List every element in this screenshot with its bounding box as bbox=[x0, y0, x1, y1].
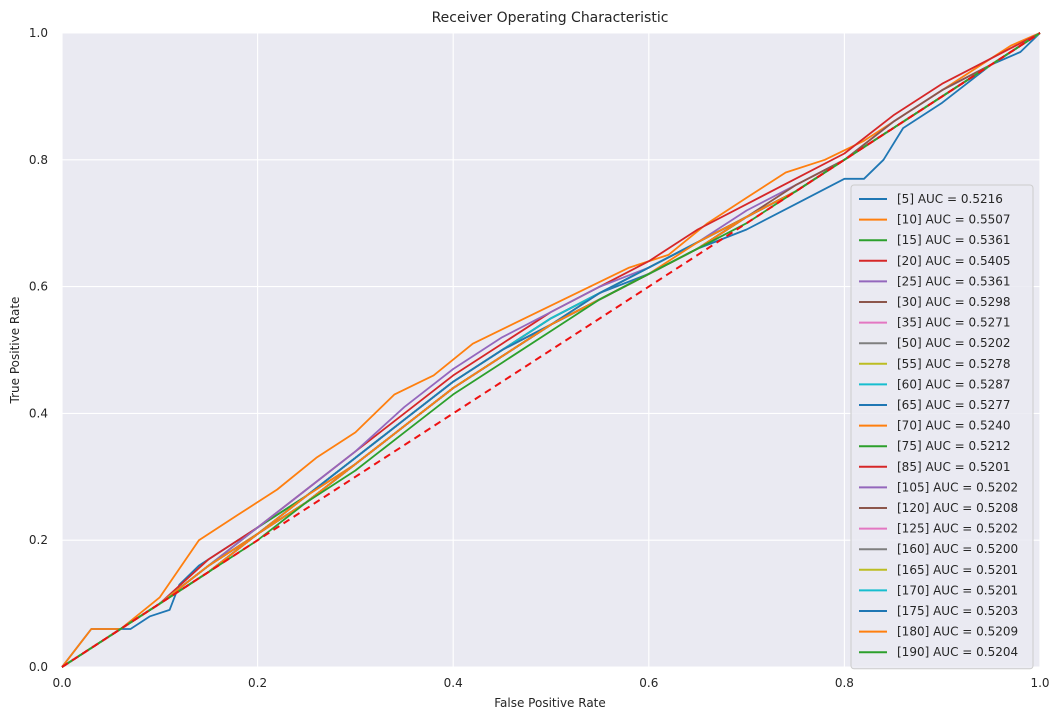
legend-label: [165] AUC = 0.5201 bbox=[897, 563, 1018, 577]
legend-label: [5] AUC = 0.5216 bbox=[897, 192, 1003, 206]
legend-label: [35] AUC = 0.5271 bbox=[897, 316, 1011, 330]
legend-label: [125] AUC = 0.5202 bbox=[897, 522, 1018, 536]
x-tick-label: 0.8 bbox=[835, 676, 854, 690]
y-tick-label: 0.6 bbox=[29, 280, 48, 294]
legend-label: [65] AUC = 0.5277 bbox=[897, 398, 1011, 412]
legend-label: [170] AUC = 0.5201 bbox=[897, 583, 1018, 597]
x-tick-label: 0.0 bbox=[52, 676, 71, 690]
y-axis-label: True Positive Rate bbox=[8, 297, 22, 405]
baseline bbox=[61, 32, 1041, 668]
legend-label: [120] AUC = 0.5208 bbox=[897, 501, 1018, 515]
x-tick-label: 0.4 bbox=[444, 676, 463, 690]
x-axis-label: False Positive Rate bbox=[494, 696, 606, 710]
legend-label: [75] AUC = 0.5212 bbox=[897, 439, 1011, 453]
legend-label: [30] AUC = 0.5298 bbox=[897, 295, 1011, 309]
legend-label: [15] AUC = 0.5361 bbox=[897, 233, 1011, 247]
y-tick-label: 1.0 bbox=[29, 26, 48, 40]
series-lines bbox=[61, 32, 1041, 668]
legend-label: [70] AUC = 0.5240 bbox=[897, 419, 1011, 433]
legend-label: [175] AUC = 0.5203 bbox=[897, 604, 1018, 618]
legend-label: [190] AUC = 0.5204 bbox=[897, 645, 1018, 659]
chart-title: Receiver Operating Characteristic bbox=[432, 10, 669, 26]
legend-box bbox=[850, 184, 1034, 670]
legend-label: [50] AUC = 0.5202 bbox=[897, 336, 1011, 350]
legend-label: [60] AUC = 0.5287 bbox=[897, 377, 1011, 391]
y-tick-label: 0.8 bbox=[29, 153, 48, 167]
y-tick-label: 0.4 bbox=[29, 406, 48, 420]
y-tick-label: 0.2 bbox=[29, 533, 48, 547]
chance-line bbox=[61, 32, 1041, 668]
legend-label: [10] AUC = 0.5507 bbox=[897, 213, 1011, 227]
x-tick-label: 0.2 bbox=[248, 676, 267, 690]
legend: [5] AUC = 0.5216 [10] AUC = 0.5507 [15] AU… bbox=[850, 184, 1034, 670]
x-tick-label: 0.6 bbox=[639, 676, 658, 690]
tick-labels: 0.0 0.2 0.4 0.6 0.8 1.0 0.0 0.2 0.4 0.6 0.8 1.0 bbox=[29, 26, 1050, 690]
legend-label: [25] AUC = 0.5361 bbox=[897, 274, 1011, 288]
legend-label: [180] AUC = 0.5209 bbox=[897, 625, 1018, 639]
legend-label: [55] AUC = 0.5278 bbox=[897, 357, 1011, 371]
y-tick-label: 0.0 bbox=[29, 660, 48, 674]
legend-label: [85] AUC = 0.5201 bbox=[897, 460, 1011, 474]
x-tick-label: 1.0 bbox=[1030, 676, 1049, 690]
legend-label: [160] AUC = 0.5200 bbox=[897, 542, 1018, 556]
legend-label: [20] AUC = 0.5405 bbox=[897, 254, 1011, 268]
legend-label: [105] AUC = 0.5202 bbox=[897, 480, 1018, 494]
